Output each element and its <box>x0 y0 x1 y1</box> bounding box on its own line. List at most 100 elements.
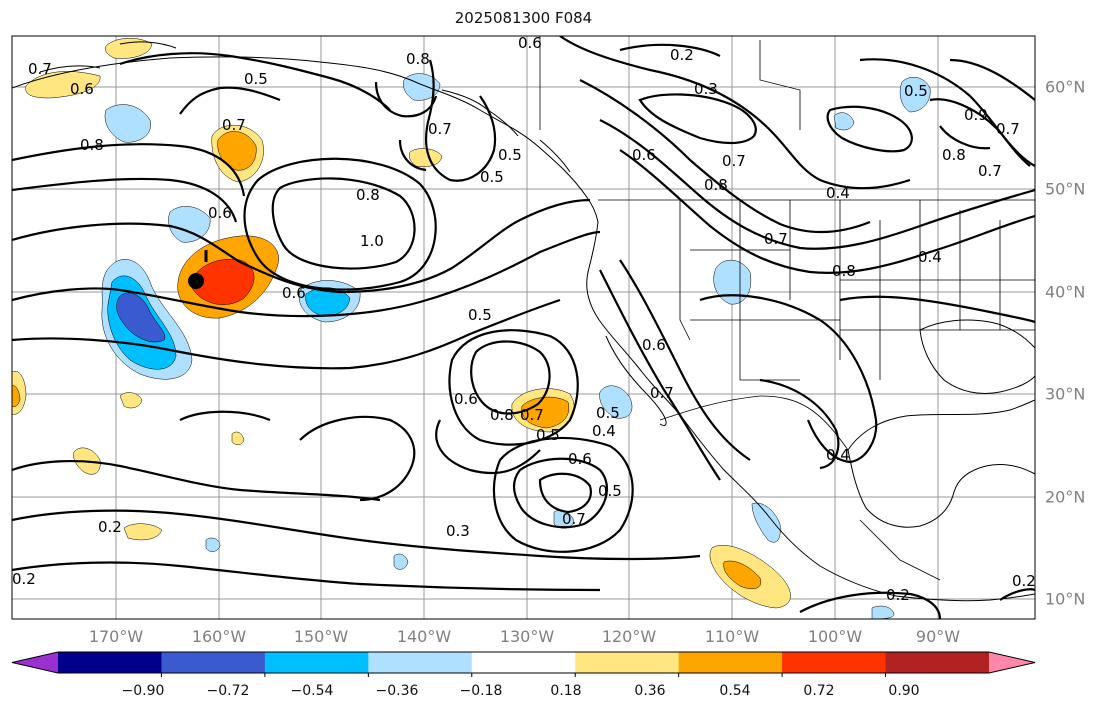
contour-label: 0.8 <box>832 262 856 280</box>
contour-label: 0.6 <box>568 450 592 468</box>
map-frame <box>11 35 1036 620</box>
contour-label: 0.5 <box>498 146 522 164</box>
contour-label: 0.3 <box>446 522 470 540</box>
lon-label: 130°W <box>499 627 555 646</box>
pos-anomaly-shade <box>231 431 245 445</box>
colorbar-swatch <box>575 652 680 673</box>
shaded-anomalies <box>12 38 931 619</box>
contour-label: 0.7 <box>520 406 544 424</box>
contour-label: 0.8 <box>490 406 514 424</box>
pos-anomaly-shade <box>123 523 163 541</box>
colorbar-swatch <box>885 652 990 673</box>
contour-label: 0.7 <box>996 120 1020 138</box>
colorbar-tick-label: −0.36 <box>375 683 419 699</box>
lon-label: 160°W <box>191 627 247 646</box>
pos-anomaly-shade <box>119 392 143 409</box>
contour-label: 0.2 <box>98 518 122 536</box>
colorbar-swatch <box>782 652 887 673</box>
map-frame-bg <box>12 36 1035 619</box>
lat-label: 40°N <box>1045 282 1086 302</box>
contour-label: 0.8 <box>704 176 728 194</box>
contour-label: 0.7 <box>428 120 452 138</box>
contour-label: 1.0 <box>360 232 384 250</box>
pos-anomaly-shade <box>723 560 762 589</box>
contour-label: 0.6 <box>208 204 232 222</box>
contour-label: 0.4 <box>592 422 616 440</box>
colorbar-extend-min <box>12 652 58 673</box>
contour-label: 0.7 <box>722 152 746 170</box>
contour-label: 0.6 <box>518 34 542 52</box>
colorbar-swatch <box>161 652 266 673</box>
contour-label: 0.2 <box>12 570 36 588</box>
colorbar-tick-label: −0.18 <box>459 683 503 699</box>
colorbar-swatch <box>264 652 369 673</box>
colorbar-tick-label: −0.72 <box>206 683 250 699</box>
contour-label: 0.8 <box>356 186 380 204</box>
lon-label: 100°W <box>807 627 863 646</box>
contour-label: 0.6 <box>454 390 478 408</box>
lon-label: 170°W <box>88 627 144 646</box>
colorbar-swatch <box>471 652 576 673</box>
map-title: 2025081300 F084 <box>454 9 593 27</box>
contour-label: 0.5 <box>468 306 492 324</box>
colorbar-swatch <box>58 652 162 673</box>
contour-label: 0.2 <box>670 46 694 64</box>
colorbar-tick-label: 0.18 <box>550 683 582 699</box>
contour-label: 0.2 <box>1012 572 1036 590</box>
contour-lines <box>12 36 1035 619</box>
lon-label: 90°W <box>915 627 961 646</box>
colorbar-tick-label: −0.54 <box>290 683 334 699</box>
neg-anomaly-shade <box>393 553 409 570</box>
contour-label: 0.8 <box>406 50 430 68</box>
colorbar-tick-label: 0.36 <box>634 683 666 699</box>
contour-label: 0.7 <box>562 510 586 528</box>
contour-label: 0.5 <box>480 168 504 186</box>
contour-label: 0.5 <box>598 482 622 500</box>
neg-anomaly-shade <box>751 502 781 543</box>
colorbar <box>11 651 1036 677</box>
neg-anomaly-shade <box>104 104 151 143</box>
lon-label: 110°W <box>704 627 760 646</box>
lat-label: 20°N <box>1045 487 1086 507</box>
contour-label: 0.7 <box>764 230 788 248</box>
contour-label: 0.6 <box>642 336 666 354</box>
lat-label: 10°N <box>1045 589 1086 609</box>
neg-anomaly-shade <box>599 385 633 419</box>
contour-label: 0.8 <box>80 136 104 154</box>
contour-label: 0.5 <box>596 404 620 422</box>
contour-label: 0.8 <box>942 146 966 164</box>
neg-anomaly-shade <box>116 292 166 343</box>
contour-label: 0.6 <box>282 284 306 302</box>
neg-anomaly-shade <box>305 287 351 317</box>
contour-label: 0.5 <box>536 426 560 444</box>
contour-label: 0.9 <box>964 106 988 124</box>
colorbar-swatch <box>368 652 473 673</box>
lon-label: 150°W <box>293 627 349 646</box>
colorbar-tick-label: 0.90 <box>888 683 920 699</box>
contour-label: 0.4 <box>918 248 942 266</box>
colorbar-extend-max <box>989 652 1035 673</box>
contour-label: 0.7 <box>222 116 246 134</box>
pos-anomaly-shade <box>189 258 255 305</box>
contour-label: 0.7 <box>650 384 674 402</box>
colorbar-tick-label: 0.54 <box>719 683 751 699</box>
colorbar-tick-label: 0.72 <box>803 683 835 699</box>
contour-label: 0.7 <box>28 60 52 78</box>
lat-label: 30°N <box>1045 384 1086 404</box>
lon-label: 120°W <box>601 627 657 646</box>
storm-center-marker <box>188 250 208 289</box>
lat-label: 60°N <box>1045 77 1086 97</box>
contour-label: 0.5 <box>244 70 268 88</box>
neg-anomaly-shade <box>833 112 855 131</box>
contour-label: 0.3 <box>694 80 718 98</box>
contour-label: 0.2 <box>886 586 910 604</box>
lat-label: 50°N <box>1045 179 1086 199</box>
political-borders <box>539 36 1035 581</box>
lon-label: 140°W <box>396 627 452 646</box>
pos-anomaly-shade <box>105 38 153 59</box>
contour-label: 0.5 <box>904 82 928 100</box>
neg-anomaly-shade <box>899 76 931 113</box>
colorbar-tick-label: −0.90 <box>121 683 165 699</box>
contour-label: 0.4 <box>826 184 850 202</box>
